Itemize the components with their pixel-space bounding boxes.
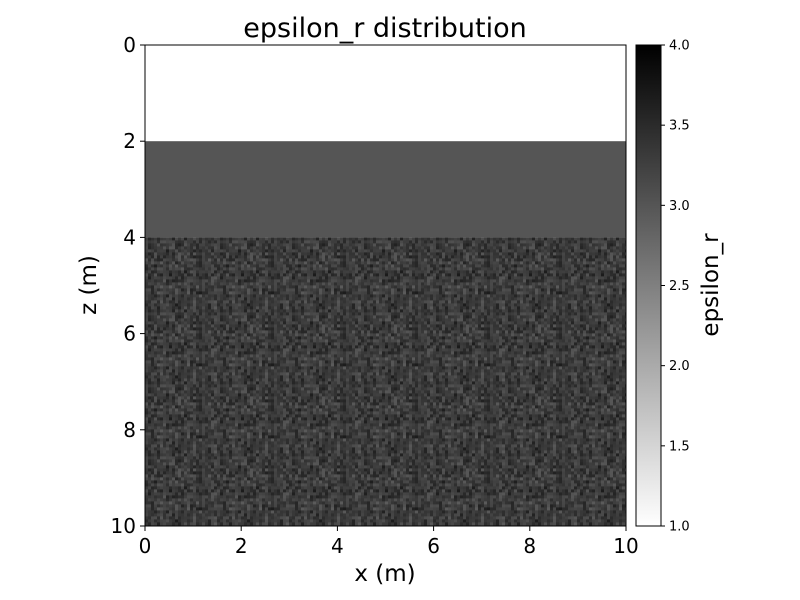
y-axis-label: z (m) (76, 255, 102, 315)
x-tick-label: 10 (613, 534, 638, 558)
layer-1 (145, 45, 626, 142)
x-tick-label: 8 (523, 534, 536, 558)
plot-area (144, 44, 627, 527)
x-tick-label: 0 (139, 534, 152, 558)
y-tick-label: 0 (123, 33, 136, 57)
layer-3 (145, 237, 626, 526)
colorbar-tick-label: 2.5 (669, 279, 690, 294)
x-axis-label: x (m) (354, 561, 415, 587)
layer-2 (145, 141, 626, 238)
colorbar-label: epsilon_r (698, 233, 724, 337)
x-tick-label: 4 (331, 534, 344, 558)
colorbar-tick-label: 3.0 (669, 199, 690, 214)
colorbar-tick-label: 2.0 (669, 359, 690, 374)
plot-frame (144, 44, 627, 527)
x-tick-label: 2 (235, 534, 248, 558)
y-tick-label: 4 (123, 225, 136, 249)
x-axis-ticks: 0 2 4 6 8 10 (139, 526, 639, 558)
colorbar-gradient (635, 44, 662, 527)
colorbar: 1.0 1.5 2.0 2.5 3.0 3.5 4.0 (635, 39, 690, 535)
colorbar-tick-label: 1.5 (669, 439, 690, 454)
colorbar-tick-label: 4.0 (669, 39, 690, 54)
y-axis-ticks: 0 2 4 6 8 10 (111, 33, 145, 538)
colorbar-tick-label: 1.0 (669, 520, 690, 535)
y-tick-label: 8 (123, 418, 136, 442)
chart-title: epsilon_r distribution (243, 13, 527, 44)
x-tick-label: 6 (427, 534, 440, 558)
y-tick-label: 2 (123, 129, 136, 153)
y-tick-label: 10 (111, 514, 136, 538)
y-tick-label: 6 (123, 322, 136, 346)
colorbar-tick-label: 3.5 (669, 119, 690, 134)
